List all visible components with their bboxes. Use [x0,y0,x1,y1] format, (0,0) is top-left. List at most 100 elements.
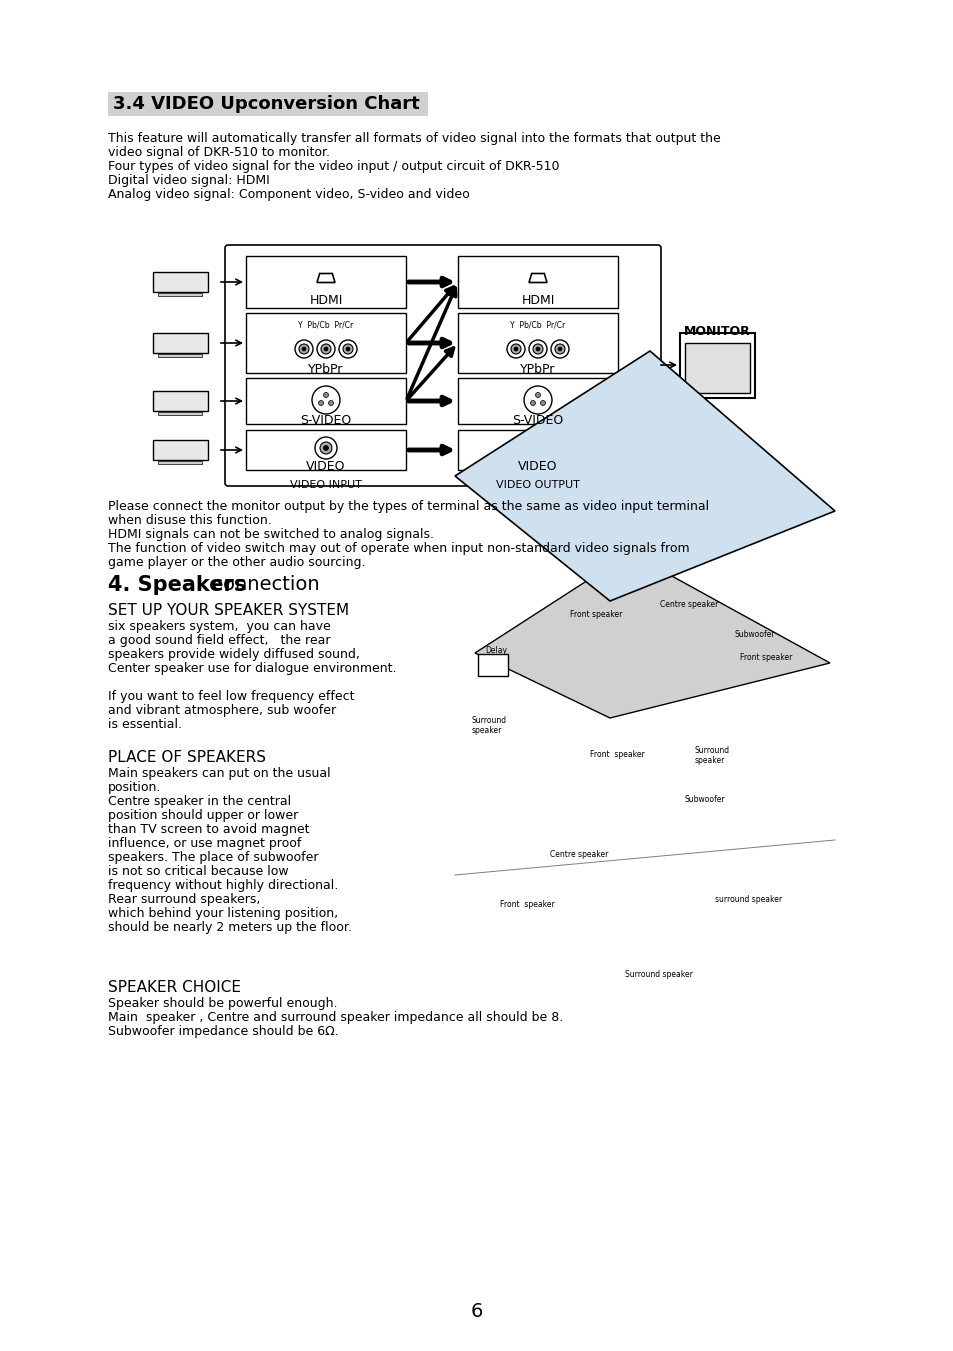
Bar [152,332,208,353]
Text: six speakers system,  you can have: six speakers system, you can have [108,620,331,634]
Circle shape [535,446,540,450]
Text: Four types of video signal for the video input / output circuit of DKR-510: Four types of video signal for the video… [108,159,558,173]
Circle shape [343,345,353,354]
Text: Rear surround speakers,: Rear surround speakers, [108,893,260,907]
Circle shape [530,400,535,405]
Circle shape [314,436,336,459]
Circle shape [506,340,524,358]
Text: Delay: Delay [484,646,506,655]
Text: Subwoofer: Subwoofer [734,630,775,639]
Bar [152,272,208,292]
Circle shape [320,345,331,354]
Text: S-VIDEO: S-VIDEO [300,413,352,427]
Text: is not so critical because low: is not so critical because low [108,865,289,878]
Text: VIDEO OUTPUT: VIDEO OUTPUT [496,480,579,490]
Text: which behind your listening position,: which behind your listening position, [108,907,337,920]
Bar [246,430,406,470]
Bar [457,378,618,424]
Text: VIDEO: VIDEO [306,459,345,473]
Text: should be nearly 2 meters up the floor.: should be nearly 2 meters up the floor. [108,921,352,934]
Text: speakers. The place of subwoofer: speakers. The place of subwoofer [108,851,318,865]
Text: game player or the other audio sourcing.: game player or the other audio sourcing. [108,557,365,569]
Circle shape [540,400,545,405]
Circle shape [551,340,568,358]
Circle shape [526,436,548,459]
Text: YPbPr: YPbPr [519,363,555,376]
Polygon shape [475,553,829,717]
Text: Front speaker: Front speaker [569,611,621,619]
Text: Center speaker use for dialogue environment.: Center speaker use for dialogue environm… [108,662,396,676]
Bar [457,430,618,470]
Text: influence, or use magnet proof: influence, or use magnet proof [108,838,301,850]
Text: position.: position. [108,781,161,794]
Text: Surround speaker: Surround speaker [624,970,692,979]
Text: connection: connection [206,576,319,594]
Bar [246,255,406,308]
Text: Y  Pb/Cb  Pr/Cr: Y Pb/Cb Pr/Cr [298,322,354,330]
Circle shape [511,345,520,354]
Text: is essential.: is essential. [108,717,182,731]
Text: position should upper or lower: position should upper or lower [108,809,298,821]
Circle shape [324,347,328,351]
Polygon shape [455,351,834,601]
Circle shape [523,386,552,413]
Bar [457,313,618,373]
Text: Surround
speaker: Surround speaker [695,746,729,766]
Text: Front  speaker: Front speaker [589,750,644,759]
Circle shape [533,345,542,354]
Text: The function of video switch may out of operate when input non-standard video si: The function of video switch may out of … [108,542,689,555]
Text: 4. Speakers: 4. Speakers [108,576,246,594]
Circle shape [529,340,546,358]
Bar [158,412,202,415]
Text: SET UP YOUR SPEAKER SYSTEM: SET UP YOUR SPEAKER SYSTEM [108,603,349,617]
Bar [158,461,202,463]
Text: HDMI signals can not be switched to analog signals.: HDMI signals can not be switched to anal… [108,528,434,540]
Text: HDMI: HDMI [309,295,342,307]
Circle shape [298,345,309,354]
Text: VIDEO INPUT: VIDEO INPUT [290,480,361,490]
Bar [158,354,202,357]
Bar [246,378,406,424]
Text: Surround
speaker: Surround speaker [472,716,507,735]
Text: S-VIDEO: S-VIDEO [512,413,563,427]
Text: Please connect the monitor output by the types of terminal as the same as video : Please connect the monitor output by the… [108,500,708,513]
Bar [246,313,406,373]
Text: PLACE OF SPEAKERS: PLACE OF SPEAKERS [108,750,266,765]
Bar [152,390,208,411]
Circle shape [319,442,332,454]
Text: than TV screen to avoid magnet: than TV screen to avoid magnet [108,823,309,836]
Circle shape [312,386,339,413]
Text: when disuse this function.: when disuse this function. [108,513,272,527]
Text: This feature will automatically transfer all formats of video signal into the fo: This feature will automatically transfer… [108,132,720,145]
Circle shape [328,400,334,405]
Bar [108,92,428,116]
Circle shape [535,393,540,397]
Text: surround speaker: surround speaker [714,894,781,904]
Text: 3.4 VIDEO Upconversion Chart: 3.4 VIDEO Upconversion Chart [112,95,419,113]
Text: Speaker should be powerful enough.: Speaker should be powerful enough. [108,997,337,1011]
Text: Centre speaker: Centre speaker [659,600,718,609]
Circle shape [514,347,517,351]
Text: Main speakers can put on the usual: Main speakers can put on the usual [108,767,331,780]
Bar [152,440,208,459]
Bar [684,343,749,393]
Text: If you want to feel low frequency effect: If you want to feel low frequency effect [108,690,355,703]
Text: Digital video signal: HDMI: Digital video signal: HDMI [108,174,270,186]
Text: YPbPr: YPbPr [308,363,343,376]
Circle shape [323,393,328,397]
Circle shape [558,347,561,351]
Circle shape [555,345,564,354]
Text: SPEAKER CHOICE: SPEAKER CHOICE [108,979,241,994]
FancyBboxPatch shape [225,245,660,486]
Circle shape [536,347,539,351]
Text: and vibrant atmosphere, sub woofer: and vibrant atmosphere, sub woofer [108,704,335,717]
Text: frequency without highly directional.: frequency without highly directional. [108,880,338,892]
Circle shape [346,347,350,351]
Text: Centre speaker in the central: Centre speaker in the central [108,794,291,808]
Text: Centre speaker: Centre speaker [550,850,608,859]
Text: MONITOR: MONITOR [683,326,750,338]
Text: VIDEO: VIDEO [517,459,558,473]
Text: Y  Pb/Cb  Pr/Cr: Y Pb/Cb Pr/Cr [510,322,565,330]
Circle shape [316,340,335,358]
Text: Analog video signal: Component video, S-video and video: Analog video signal: Component video, S-… [108,188,469,201]
